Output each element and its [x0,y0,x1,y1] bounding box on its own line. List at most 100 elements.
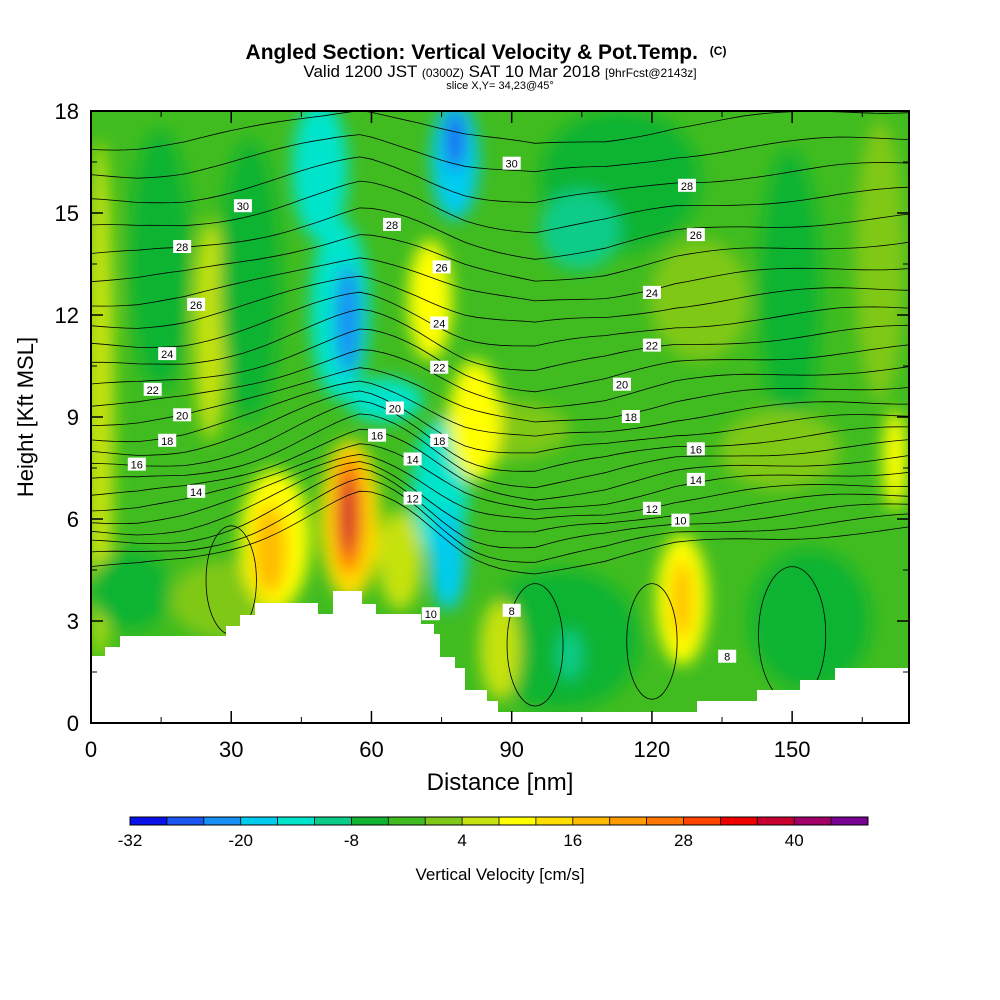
contour-label-box [383,217,402,231]
contour-label: 12 [642,501,661,516]
contour-label: 24 [642,285,661,300]
subtitle-forecast: [9hrFcst@2143z] [605,66,697,80]
isentrope-line [91,257,909,307]
isentrope-line [91,461,909,536]
contour-label-text: 28 [681,181,693,193]
contour-label: 30 [233,199,252,213]
chart-title: Angled Section: Vertical Velocity & Pot.… [246,41,727,64]
contour-label-box [421,607,440,621]
colorbar-tick-label: -20 [228,831,253,850]
field-blob [408,240,452,360]
colorbar-tick-label: 16 [563,831,582,850]
colorbar-tick-label: 28 [674,831,693,850]
contour-label-text: 22 [646,341,658,353]
isentrope-line [91,400,909,472]
contour-label-text: 30 [506,159,518,171]
contour-label-text: 8 [724,652,730,664]
colorbar-tick-label: 40 [785,831,804,850]
contour-label-text: 28 [386,220,398,232]
isentrope-line [91,390,909,456]
isentrope-loop [506,583,564,707]
colorbar-swatch [277,817,315,825]
contour-labels: 30 28 26 24 22 20 18 16 14 28 26 24 22 20 16 18 14 12 30 28… [127,156,737,664]
contour-label-box [368,428,387,442]
isentrope-line [91,453,909,524]
contour-label: 30 [502,156,521,171]
field-blob [130,130,190,390]
field-blob [750,550,870,690]
field-blob [335,265,361,375]
field-blob [446,111,464,170]
colorbar-swatch [351,817,389,825]
contour-label: 24 [430,316,449,331]
contour-label-text: 18 [433,436,445,448]
contour-label: 18 [158,433,177,448]
contour-label: 20 [173,408,192,422]
contour-label-box [187,484,206,498]
y-tick-label: 0 [67,711,79,736]
contour-label-box [612,377,631,391]
contour-label: 14 [686,472,705,487]
contour-label: 16 [368,428,387,443]
contour-label-text: 18 [625,412,637,424]
chart-subtitle: Valid 1200 JST (0300Z) SAT 10 Mar 2018 [… [303,62,696,81]
y-tick-label: 9 [67,405,79,430]
contour-label-box [430,316,449,330]
contour-label-box [187,297,206,311]
contour-label-text: 24 [646,288,658,300]
field-blob [855,120,905,400]
colorbar-swatch [425,817,463,825]
contour-label-box [173,408,192,422]
colorbar-swatch [240,817,278,825]
field-blob [650,240,750,360]
contour-label-box [686,442,705,456]
colorbar-swatch [646,817,684,825]
isentrope-line [91,111,909,151]
contour-label-box [432,260,451,274]
isentrope-line [91,291,909,348]
velocity-field [91,111,907,710]
contour-label-text: 14 [406,455,418,467]
isentrope-line [91,275,909,329]
isentrope-loop [626,583,678,700]
field-blob [883,410,907,510]
contour-label-text: 20 [616,380,628,392]
contour-label-box [143,382,162,396]
contour-label: 22 [642,338,661,353]
contour-label-text: 26 [690,230,702,242]
colorbar-swatch [130,817,168,825]
contour-label-box [173,240,192,253]
contour-label-text: 10 [425,609,437,621]
isentrope-line [91,308,909,371]
y-tick-label: 3 [67,609,79,634]
contour-label: 26 [686,228,705,242]
contour-label-box [127,457,146,471]
contour-label-text: 14 [690,475,702,487]
y-axis-label: Height [Kft MSL] [13,337,38,497]
y-tick-label: 12 [55,303,79,328]
field-blob [292,111,348,240]
isentrope-line [91,443,909,512]
x-tick-label: 120 [634,737,671,762]
contour-label-box [430,360,449,374]
colorbar-swatch [794,817,832,825]
contour-label-box [502,156,521,170]
contour-label: 26 [187,297,206,312]
contour-label: 28 [173,240,192,254]
contour-label: 26 [432,260,451,274]
field-blob [672,560,692,640]
subtitle-valid: Valid 1200 JST [303,62,417,81]
field-blob [430,510,466,610]
contour-label-text: 12 [646,504,658,516]
contour-label-text: 16 [371,431,383,443]
isentrope-line [91,328,909,393]
contour-label-box [403,491,422,505]
contour-label-box [642,338,661,352]
contour-label: 8 [502,603,521,618]
isentrope-line [91,380,909,443]
chart-title-unit: (C) [710,44,727,58]
isentrope-line [91,413,909,489]
contour-label-box [671,513,690,527]
contour-label: 18 [430,433,449,448]
